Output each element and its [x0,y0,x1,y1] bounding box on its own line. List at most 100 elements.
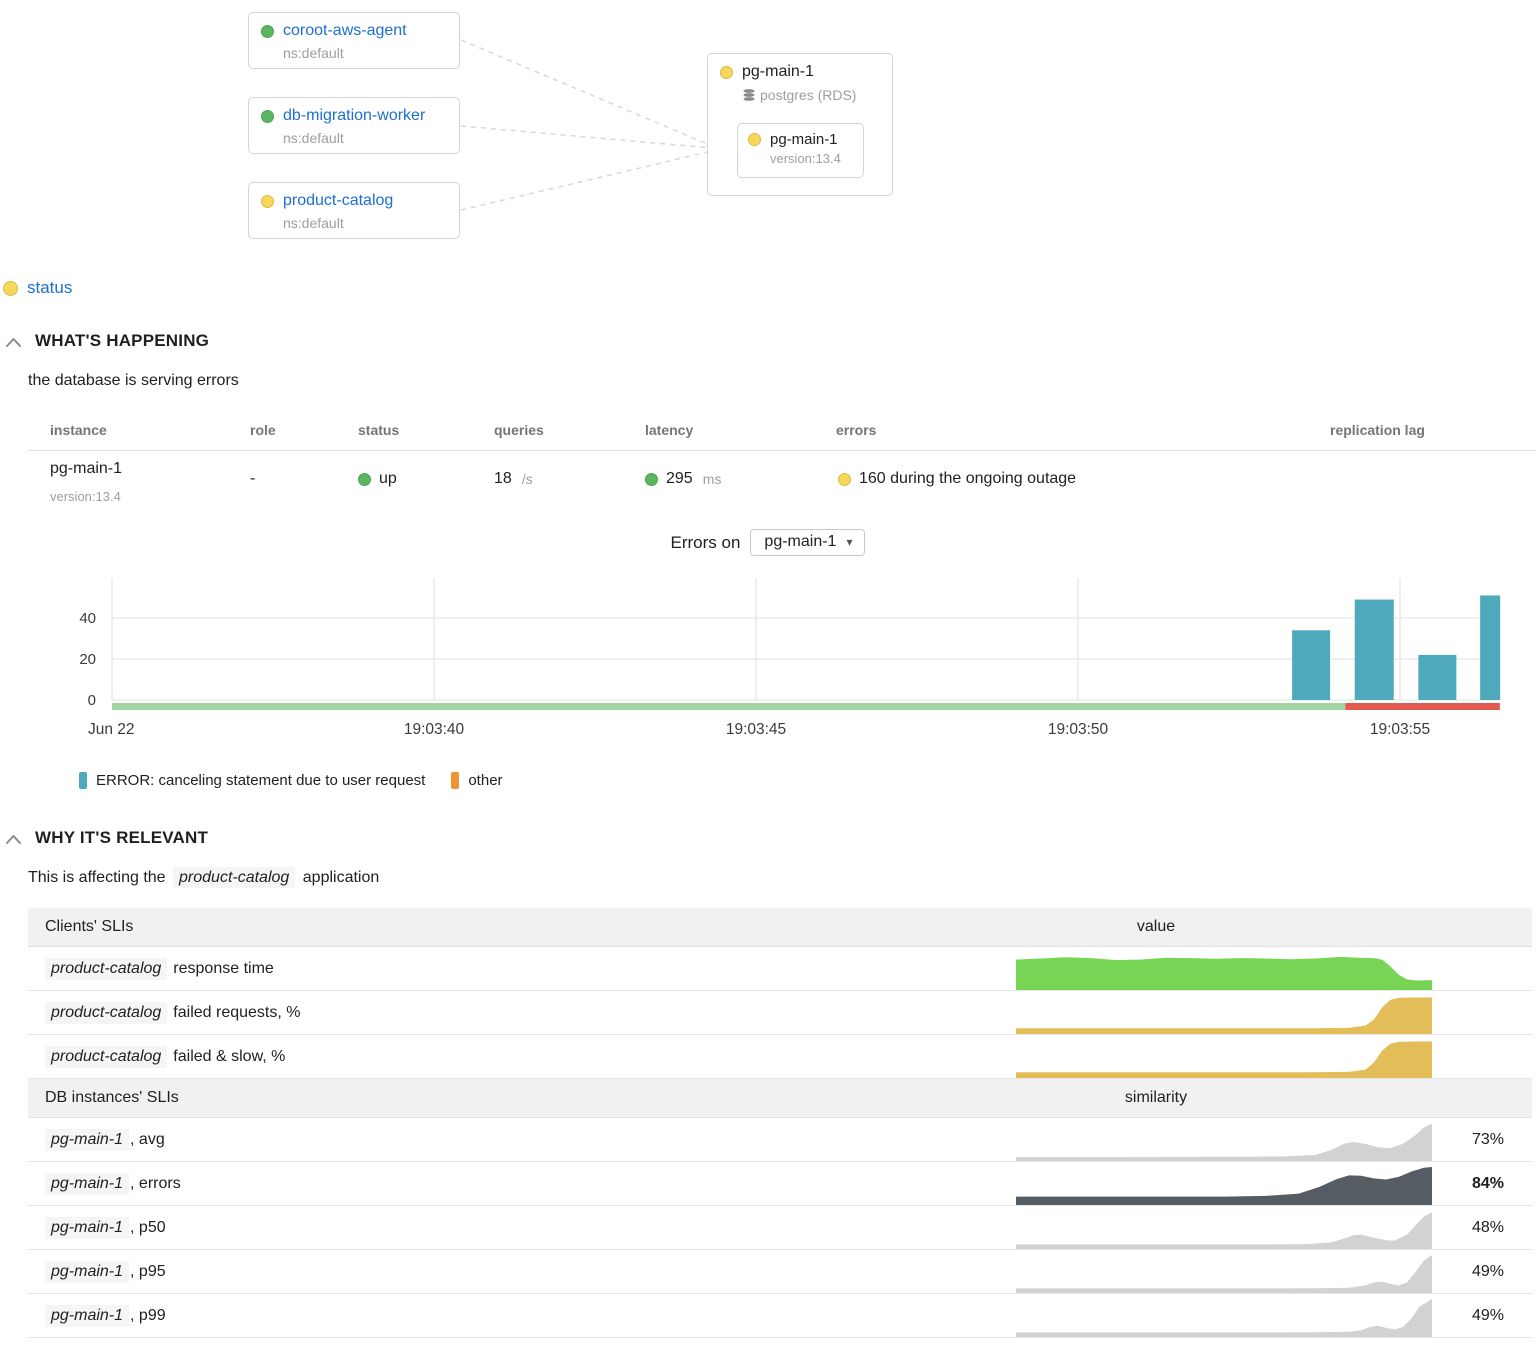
db-node-name: pg-main-1 [742,63,815,80]
col-header-errors: errors [836,422,877,438]
db-slis-header-row: DB instances' SLIs similarity [28,1079,1532,1118]
clients-slis-header-row: Clients' SLIs value [28,908,1532,947]
sparkline-errors [1016,1167,1432,1205]
sparkline-failed-slow [1016,1041,1432,1078]
similarity-value: 49% [1471,1306,1504,1324]
db-instance-name: pg-main-1 [770,131,838,148]
value-cell [1432,947,1532,990]
status-dot-ok-icon [261,24,274,38]
sparkline-p99 [1016,1299,1432,1337]
value-cell [1432,1035,1532,1078]
error-bar [1418,654,1457,700]
whats-happening-summary: the database is serving errors [28,372,239,389]
sli-table: Clients' SLIs value product-catalog resp… [28,908,1532,1338]
status-link[interactable]: status [27,278,73,297]
legend-label: other [468,772,503,789]
instance-version: version:13.4 [50,489,121,504]
x-tick-label: 19:03:40 [404,721,465,738]
sli-row-p95: pg-main-1 , p95 49% [28,1250,1532,1294]
app-link[interactable]: db-migration-worker [283,107,426,124]
metric-label: response time [173,959,274,977]
why-relevant-summary: This is affecting the product-catalog ap… [28,867,380,888]
legend-item-other[interactable]: other [451,772,503,789]
instance-selector-value: pg-main-1 [764,533,837,550]
metric-label: , avg [130,1130,165,1148]
y-tick-label: 20 [79,651,96,668]
app-namespace: ns:default [283,215,344,231]
metric-label: , p99 [130,1306,166,1324]
col-header-queries: queries [494,422,544,438]
app-chip: product-catalog [45,1001,168,1024]
sli-row-p50: pg-main-1 , p50 48% [28,1206,1532,1250]
col-header-instance: instance [50,422,107,438]
db-instance-node: pg-main-1 version:13.4 [737,123,864,178]
col-header-latency: latency [645,422,694,438]
sli-row-response-time: product-catalog response time [28,947,1532,991]
collapse-chevron-icon[interactable] [5,337,22,348]
database-icon [743,89,755,101]
sparkline-p50 [1016,1212,1432,1249]
app-node-db-migration-worker: db-migration-worker ns:default [248,97,460,154]
legend-item-error-canceling[interactable]: ERROR: canceling statement due to user r… [79,772,425,789]
latency-value: 295 [666,470,693,487]
sparkline-response-time [1016,956,1432,990]
summary-suffix: application [302,869,380,886]
instance-latency: 295 ms [645,470,721,488]
instance-status: up [358,470,397,488]
chart-title: Errors on [670,532,741,552]
db-instance-version: version:13.4 [770,151,841,166]
sparkline-failed-requests [1016,997,1432,1034]
app-namespace: ns:default [283,130,344,146]
sli-row-failed-requests: product-catalog failed requests, % [28,991,1532,1035]
queries-value: 18 [494,470,512,487]
errors-bar-chart: 0 20 40 Jun 22 19:03:40 19:03:45 19:03:50 19:03… [79,578,1501,738]
metric-label: , p50 [130,1218,166,1236]
error-bar [1292,630,1331,700]
metric-label: failed & slow, % [173,1047,286,1065]
legend-swatch-icon [79,772,87,789]
status-dot-ok-icon [645,472,658,486]
status-dot-ok-icon [261,109,274,123]
db-slis-header: DB instances' SLIs [45,1089,179,1106]
status-dot-warning-icon [838,472,851,486]
sli-row-failed-slow: product-catalog failed & slow, % [28,1035,1532,1079]
error-bar [1480,595,1501,700]
instance-role: - [250,470,256,487]
sli-row-p99: pg-main-1 , p99 49% [28,1294,1532,1338]
status-dot-warning-icon [3,280,18,296]
y-tick-label: 40 [79,610,96,627]
app-chip: pg-main-1 [45,1128,130,1151]
sli-row-avg: pg-main-1 , avg 73% [28,1118,1532,1162]
x-tick-label: 19:03:55 [1370,721,1430,738]
clients-slis-header: Clients' SLIs [45,918,134,935]
queries-unit: /s [521,471,533,487]
x-tick-label: 19:03:50 [1048,721,1109,738]
table-divider [28,450,1536,451]
summary-prefix: This is affecting the [28,869,166,886]
x-tick-label: Jun 22 [88,721,135,738]
status-strip-ok [112,703,1346,710]
app-chip: pg-main-1 [45,1216,130,1239]
similarity-value: 73% [1471,1130,1504,1148]
col-header-status: status [358,422,400,438]
legend-label: ERROR: canceling statement due to user r… [96,772,426,789]
section-title-why-relevant: WHY IT'S RELEVANT [35,828,209,847]
app-chip: product-catalog [173,867,296,888]
x-tick-label: 19:03:45 [726,721,786,738]
instance-selector[interactable]: pg-main-1 ▾ [750,529,866,556]
collapse-chevron-icon[interactable] [5,834,22,845]
app-namespace: ns:default [283,45,344,61]
metric-label: , p95 [130,1262,166,1280]
app-link[interactable]: coroot-aws-agent [283,22,407,39]
chart-legend: ERROR: canceling statement due to user r… [79,772,503,789]
instance-status-text: up [379,470,397,487]
db-node-type: postgres (RDS) [760,87,857,103]
app-chip: pg-main-1 [45,1172,130,1195]
db-node-pg-main-1: pg-main-1 postgres (RDS) pg-main-1 versi… [707,53,893,196]
status-dot-ok-icon [358,472,371,486]
app-chip: pg-main-1 [45,1260,130,1283]
app-link[interactable]: product-catalog [283,192,394,209]
metric-label: , errors [130,1174,181,1192]
value-cell [1432,991,1532,1034]
status-dot-warning-icon [261,194,274,208]
